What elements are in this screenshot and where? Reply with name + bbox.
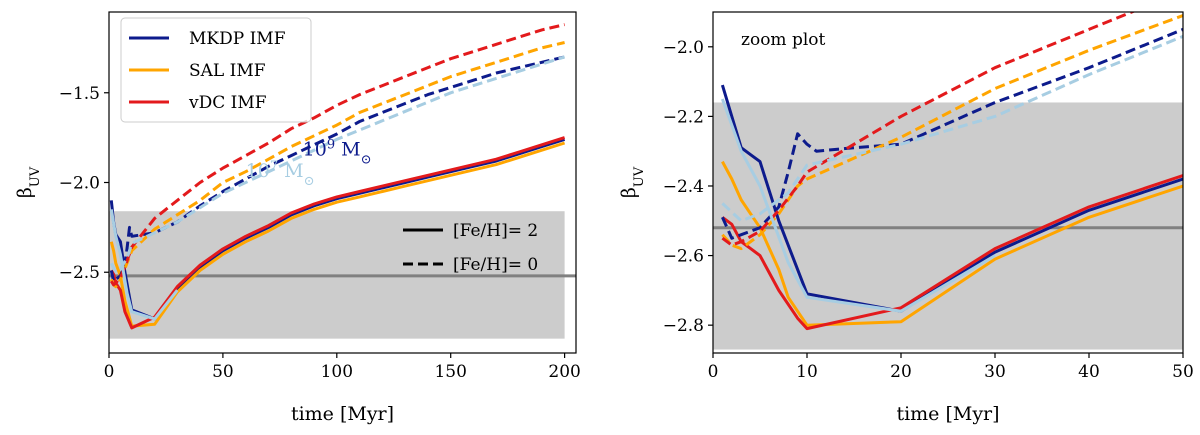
right-series-line-1 [721, 160, 1183, 327]
left-y-tick-label: −2.5 [59, 263, 100, 283]
left-legend-label: MKDP IMF [189, 29, 286, 49]
left-feh-legend: [Fe/H]= 2 [Fe/H]= 0 [403, 221, 538, 275]
left-y-tick-label: −2.0 [59, 174, 100, 194]
left-series-line-3 [109, 55, 565, 283]
right-x-tick-label: 0 [708, 362, 719, 382]
right-plot-title: zoom plot [741, 30, 826, 50]
right-x-tick-label: 20 [890, 362, 912, 382]
left-panel: 0 50 100 150 200 −1.5 −2.0 −2.5 time [Myr] βUV MKD… [14, 11, 581, 425]
right-x-tick-label: 30 [984, 362, 1006, 382]
left-feh-legend-label: [Fe/H]= 2 [453, 221, 538, 241]
right-y-axis-label: βUV [618, 166, 647, 198]
left-x-tick-label: 0 [104, 362, 115, 382]
left-series-line-2 [110, 136, 566, 330]
left-series-line-4 [109, 41, 565, 289]
left-plot-area [109, 23, 576, 339]
right-y-tick-label: −2.4 [663, 177, 704, 197]
left-x-tick-label: 200 [548, 362, 580, 382]
left-series-line-6 [109, 209, 179, 321]
right-y-tick-label: −2.8 [663, 316, 704, 336]
right-y-tick-label: −2.6 [663, 247, 704, 267]
right-x-tick-label: 40 [1078, 362, 1100, 382]
right-x-tick-label: 10 [796, 362, 818, 382]
right-series-line-3 [721, 28, 1183, 240]
right-axes-frame [712, 11, 1184, 354]
right-series-line-4 [721, 14, 1183, 251]
left-mass-annotation-1: 107 M⊙ [246, 159, 315, 189]
left-series-line-7 [109, 55, 566, 274]
left-x-axis-label: time [Myr] [291, 403, 394, 425]
right-series-line-5 [721, 12, 1136, 247]
right-series-line-2 [721, 174, 1183, 331]
left-feh-legend-label: [Fe/H]= 0 [453, 255, 538, 275]
left-x-tick-label: 150 [434, 362, 466, 382]
left-y-axis-label: βUV [14, 166, 43, 198]
right-observed-band [713, 102, 1183, 350]
right-y-tick-label: −2.2 [663, 107, 704, 127]
left-mass-annotation-0: 109 M⊙ [303, 137, 372, 167]
left-series-line-5 [110, 23, 565, 287]
right-panel: 0 10 20 30 40 50 −2.0 −2.2 −2.4 −2.6 −2.8 time [Myr… [618, 11, 1194, 425]
left-legend-box [120, 17, 312, 123]
left-x-tick-label: 50 [212, 362, 234, 382]
left-series-line-1 [109, 141, 566, 328]
left-y-tick-label: −1.5 [59, 84, 100, 104]
left-imf-legend: MKDP IMF SAL IMF vDC IMF [120, 17, 312, 123]
right-y-tick-label: −2.0 [663, 38, 704, 58]
right-x-tick-label: 50 [1172, 362, 1194, 382]
right-series-line-6 [720, 98, 996, 313]
right-series-line-7 [721, 35, 1183, 223]
left-legend-label: vDC IMF [188, 93, 267, 113]
right-series-line-0 [720, 84, 1183, 313]
right-x-axis-label: time [Myr] [896, 403, 999, 425]
right-plot-area [713, 12, 1183, 350]
left-x-tick-label: 100 [321, 362, 353, 382]
left-legend-label: SAL IMF [189, 61, 266, 81]
